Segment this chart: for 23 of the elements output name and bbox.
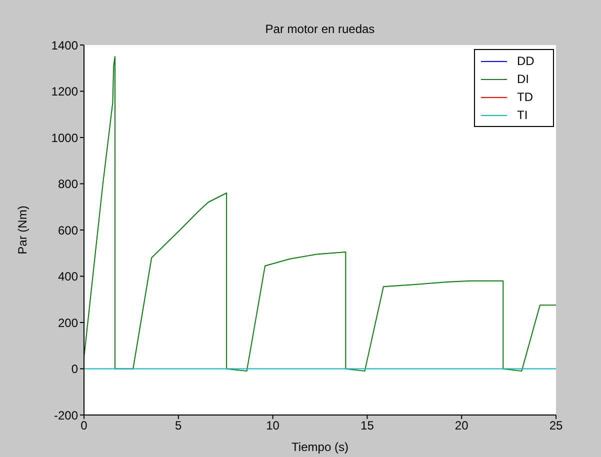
x-tick-label: 25	[549, 418, 563, 433]
y-tick-label: 200	[58, 316, 78, 330]
y-tick-label: 0	[71, 362, 78, 376]
legend-label: DI	[517, 72, 530, 86]
y-axis-title: Par (Nm)	[15, 206, 30, 254]
y-tick-label: 600	[58, 223, 78, 238]
x-tick-label: 20	[454, 418, 469, 433]
y-tick-label: 1000	[51, 130, 78, 145]
x-tick-label: 0	[80, 418, 88, 433]
line-series	[84, 56, 556, 372]
y-tick-label: 1200	[51, 84, 78, 99]
y-tick-label: 400	[58, 270, 78, 284]
legend-label: DD	[517, 54, 536, 68]
y-tick-label: -200	[54, 408, 78, 422]
x-tick-label: 5	[175, 418, 182, 433]
x-axis-title: Tiempo (s)	[292, 440, 348, 454]
x-tick-label: 10	[266, 418, 280, 433]
x-tick-label: 15	[360, 418, 374, 433]
y-tick-label: 1400	[51, 38, 78, 52]
legend-label: TD	[517, 90, 534, 104]
legend-label: TI	[517, 108, 529, 122]
chart-title: Par motor en ruedas	[264, 22, 376, 36]
y-tick-label: 800	[58, 177, 78, 192]
